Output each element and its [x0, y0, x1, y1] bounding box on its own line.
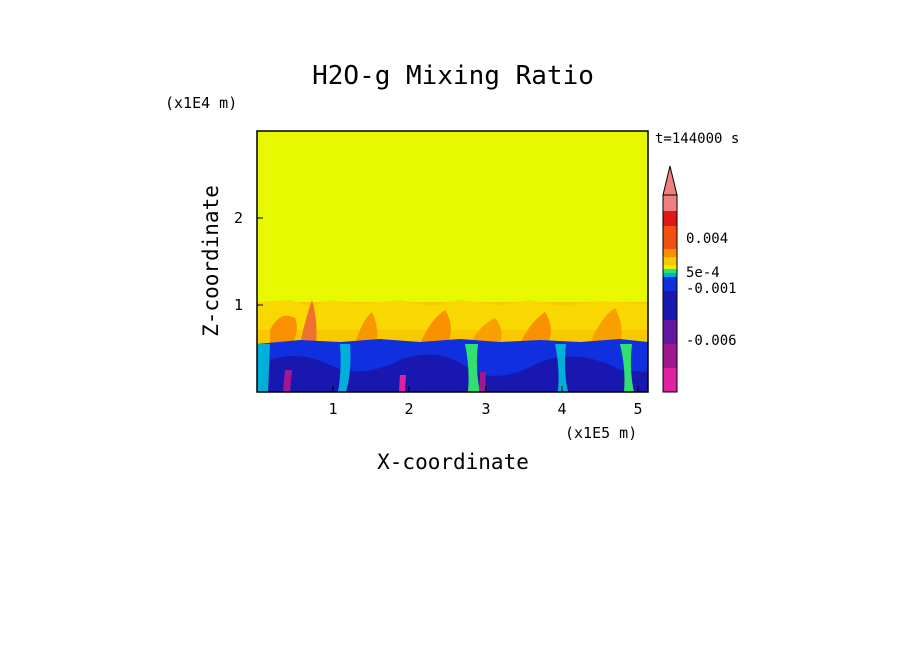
x-tick-label: 4 [557, 400, 566, 418]
y-tick-label: 2 [234, 209, 243, 227]
x-tick-label: 2 [404, 400, 413, 418]
colorbar-cell [663, 211, 677, 226]
colorbar: 0.004 5e-4 -0.001 -0.006 [662, 165, 737, 393]
colorbar-cell [663, 320, 677, 344]
colorbar-cell [663, 269, 677, 273]
y-tick-label: 1 [234, 296, 243, 314]
colorbar-label: 0.004 [686, 231, 728, 247]
colorbar-cell [663, 249, 677, 257]
x-axis-label: X-coordinate [377, 450, 529, 474]
colorbar-label: 5e-4 [686, 265, 720, 281]
colorbar-cell [663, 195, 677, 211]
contour-field [257, 131, 648, 392]
colorbar-cell [663, 291, 677, 320]
colorbar-cell [663, 226, 677, 249]
plot-frame [256, 130, 649, 393]
colorbar-cell [663, 273, 677, 277]
colorbar-extend-arrow [662, 165, 678, 196]
x-unit-label: (x1E5 m) [565, 424, 637, 442]
colorbar-cell [663, 344, 677, 368]
chart-title: H2O-g Mixing Ratio [312, 61, 594, 91]
x-tick-label: 3 [481, 400, 490, 418]
y-unit-label: (x1E4 m) [165, 94, 237, 112]
colorbar-cell [663, 368, 677, 392]
colorbar-label: -0.001 [686, 281, 737, 297]
x-axis: 1 2 3 4 5 (x1E5 m) X-coordinate [328, 386, 643, 474]
y-axis-label: Z-coordinate [199, 185, 223, 337]
x-tick-label: 5 [633, 400, 642, 418]
colorbar-cell [663, 277, 677, 291]
colorbar-cell [663, 257, 677, 265]
y-axis: 1 2 Z-coordinate [199, 185, 263, 337]
time-label: t=144000 s [655, 131, 739, 147]
colorbar-cell [663, 265, 677, 269]
colorbar-frame [662, 194, 678, 393]
colorbar-label: -0.006 [686, 333, 737, 349]
x-tick-label: 1 [328, 400, 337, 418]
